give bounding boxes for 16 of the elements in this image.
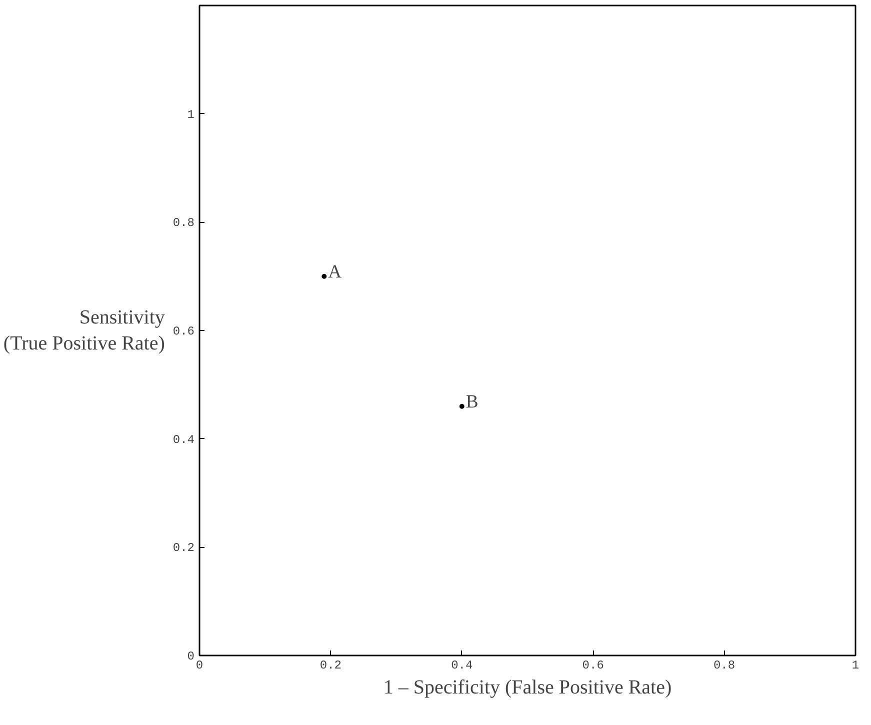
x-tick-label: 0 [196, 658, 204, 672]
x-tick-label: 0.4 [451, 658, 473, 672]
y-tick-label: 0.4 [172, 432, 195, 447]
y-tick-label: 0.6 [172, 324, 195, 338]
annotation: A [328, 261, 342, 282]
x-tick-label: 0.8 [714, 658, 736, 672]
x-tick-label: 1 [852, 658, 860, 672]
y-tick-label: 1 [187, 108, 194, 122]
x-tick-label: 0.2 [320, 658, 342, 672]
x-axis-title: 1 – Specificity (False Positive Rate) [383, 676, 672, 698]
y-tick-label: 0 [187, 650, 194, 664]
x-tick-label: 0.6 [582, 658, 604, 672]
y-tick-label: 0.8 [172, 216, 195, 230]
annotation: B [466, 391, 478, 412]
y-tick-label: 0.2 [172, 541, 195, 556]
y-axis-title: Sensitivity (True Positive Rate) [3, 306, 165, 355]
